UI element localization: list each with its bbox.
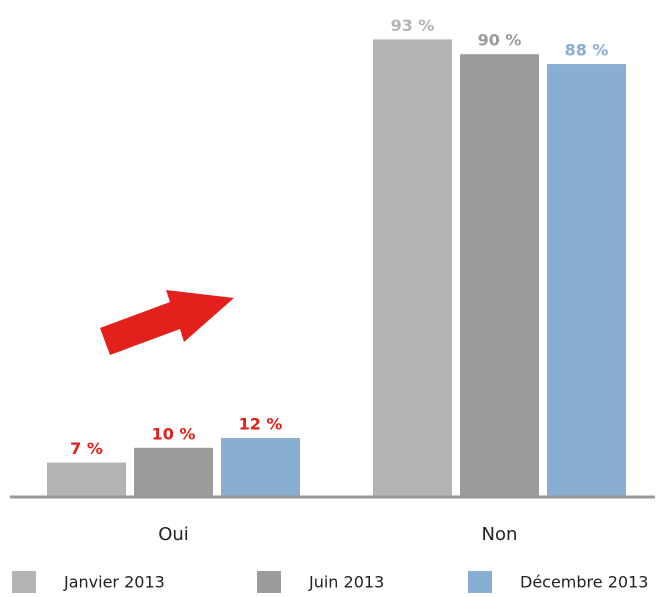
x-tick-label: Non — [482, 524, 518, 545]
legend-swatch — [257, 571, 281, 593]
legend-swatch — [468, 571, 492, 593]
value-label: 10 % — [152, 424, 196, 443]
value-label: 93 % — [391, 16, 435, 35]
legend-swatch — [12, 571, 36, 593]
bar — [460, 54, 539, 497]
x-tick-label: Oui — [158, 524, 189, 545]
legend-label: Décembre 2013 — [520, 573, 648, 592]
bar — [134, 447, 213, 497]
trend-arrow — [100, 290, 234, 355]
legend-label: Janvier 2013 — [63, 573, 165, 592]
bar — [547, 64, 626, 497]
bar — [47, 462, 126, 497]
value-label: 90 % — [478, 31, 522, 50]
value-label: 7 % — [70, 439, 103, 458]
bar — [373, 39, 452, 497]
value-label: 88 % — [565, 41, 609, 60]
legend-label: Juin 2013 — [308, 573, 384, 592]
value-label: 12 % — [239, 414, 283, 433]
bar — [221, 437, 300, 497]
